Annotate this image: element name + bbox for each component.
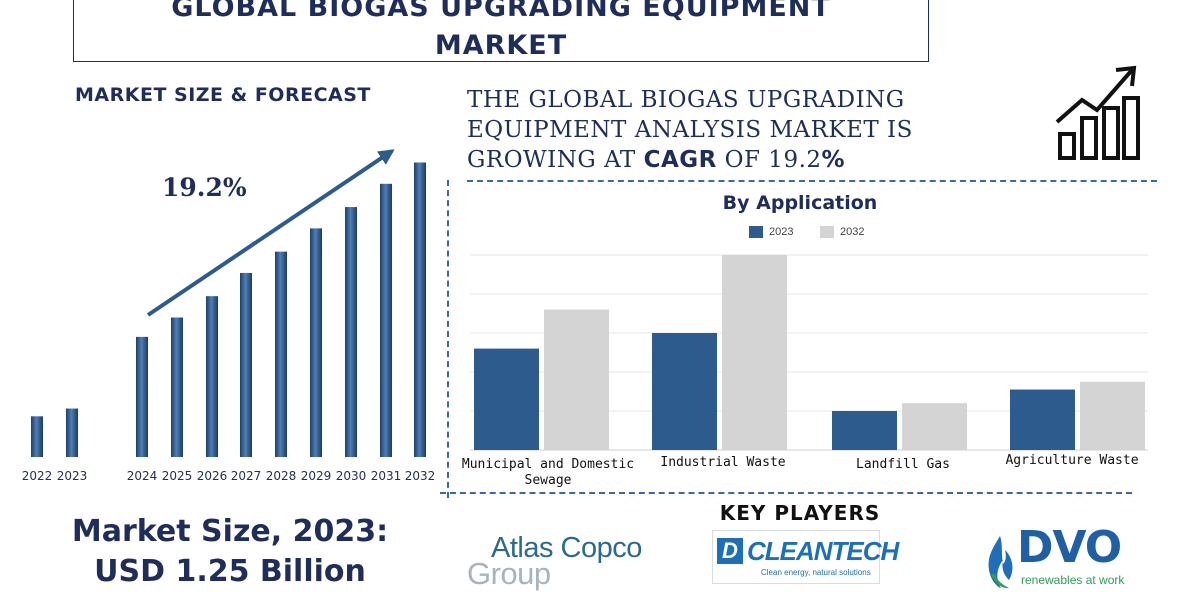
forecast-bar-2027 xyxy=(240,272,252,457)
application-bar-chart xyxy=(470,254,1148,451)
forecast-bar-2032 xyxy=(414,162,426,457)
divider-top xyxy=(467,180,1157,182)
key-players-heading: KEY PLAYERS xyxy=(719,501,881,525)
forecast-year-label: 2032 xyxy=(405,469,436,483)
category-label-municipal: Municipal and Domestic Sewage xyxy=(461,457,635,488)
legend-swatch-2032 xyxy=(820,226,834,239)
cleantech-logo: D CLEANTECH Clean energy, natural soluti… xyxy=(712,530,899,584)
headline-suffix: OF 19.2 xyxy=(716,147,822,173)
divider-bottom xyxy=(440,492,1132,494)
forecast-bar-2028 xyxy=(275,251,287,457)
forecast-year-label: 2030 xyxy=(336,469,367,483)
cleantech-name: CLEANTECH xyxy=(747,536,899,566)
flame-icon xyxy=(988,536,1013,589)
cagr-label: 19.2% xyxy=(162,173,247,202)
app-bar-2023-0 xyxy=(474,348,539,450)
legend-label-2032: 2032 xyxy=(840,226,865,238)
forecast-year-label: 2029 xyxy=(301,469,332,483)
legend-2032: 2032 xyxy=(820,226,865,239)
headline-line2: EQUIPMENT ANALYSIS MARKET IS xyxy=(467,117,913,143)
app-bar-2023-2 xyxy=(832,411,897,450)
forecast-year-label: 2027 xyxy=(231,469,262,483)
category-label-agriculture: Agriculture Waste xyxy=(1005,453,1139,468)
app-bar-2032-1 xyxy=(722,255,787,450)
headline: THE GLOBAL BIOGAS UPGRADING EQUIPMENT AN… xyxy=(467,85,987,175)
atlas-logo-line2: Group xyxy=(467,556,551,591)
legend-2023: 2023 xyxy=(749,226,794,239)
category-label-landfill: Landfill Gas xyxy=(856,457,950,472)
forecast-year-label: 2024 xyxy=(127,469,158,483)
divider-vertical xyxy=(447,180,449,498)
forecast-year-label: 2028 xyxy=(266,469,297,483)
title-box: GLOBAL BIOGAS UPGRADING EQUIPMENT MARKET xyxy=(73,0,929,62)
forecast-year-label: 2031 xyxy=(371,469,402,483)
page-title-line2: MARKET xyxy=(434,30,568,61)
headline-prefix: GROWING AT xyxy=(467,147,644,173)
market-size-value: Market Size, 2023: USD 1.25 Billion xyxy=(40,512,420,592)
forecast-year-label: 2022 xyxy=(22,469,53,483)
headline-line3: GROWING AT CAGR OF 19.2% xyxy=(467,145,987,175)
growth-chart-icon xyxy=(1055,65,1140,160)
forecast-bar-2026 xyxy=(206,296,218,457)
cagr-arrow xyxy=(146,149,395,317)
forecast-year-label: 2023 xyxy=(57,469,88,483)
market-size-line2: USD 1.25 Billion xyxy=(94,554,366,589)
dvo-name: DVO xyxy=(1017,522,1122,573)
forecast-bar-2024 xyxy=(136,336,148,457)
cleantech-mark-icon: D xyxy=(717,538,743,564)
headline-cagr: CAGR xyxy=(643,147,717,173)
headline-line1: THE GLOBAL BIOGAS UPGRADING xyxy=(467,87,905,113)
forecast-bar-2022 xyxy=(31,416,43,457)
app-bar-2023-1 xyxy=(652,333,717,450)
forecast-bar-2029 xyxy=(310,228,322,457)
app-bar-2032-3 xyxy=(1080,381,1145,450)
page-title-line1: GLOBAL BIOGAS UPGRADING EQUIPMENT xyxy=(171,0,831,23)
forecast-bar-chart: 2022 2023 2024 2025 2026 2027 2028 2029 2030 2031… xyxy=(22,149,436,483)
app-bar-2032-0 xyxy=(544,309,609,450)
app-bar-2032-2 xyxy=(902,403,967,450)
forecast-bar-2025 xyxy=(171,317,183,457)
forecast-year-label: 2026 xyxy=(197,469,228,483)
cleantech-tagline: Clean energy, natural solutions xyxy=(761,568,871,577)
application-chart-title: By Application xyxy=(722,192,878,214)
legend-label-2023: 2023 xyxy=(769,226,794,238)
market-size-line1: Market Size, 2023: xyxy=(71,514,389,549)
category-label-industrial: Industrial Waste xyxy=(660,455,786,470)
forecast-year-label: 2025 xyxy=(162,469,193,483)
market-size-heading: MARKET SIZE & FORECAST xyxy=(75,84,371,106)
dvo-logo: DVO renewables at work xyxy=(985,522,1145,592)
dvo-tagline: renewables at work xyxy=(1021,573,1125,587)
legend-swatch-2023 xyxy=(749,226,763,239)
forecast-bar-2030 xyxy=(345,207,357,457)
forecast-bar-2031 xyxy=(380,183,392,457)
app-bar-2023-3 xyxy=(1010,389,1075,450)
atlas-copco-logo: Atlas Copco Group xyxy=(467,532,657,591)
atlas-logo-line1: Atlas Copco xyxy=(491,532,642,564)
headline-percent: % xyxy=(821,147,846,173)
forecast-bar-2023 xyxy=(66,408,78,457)
